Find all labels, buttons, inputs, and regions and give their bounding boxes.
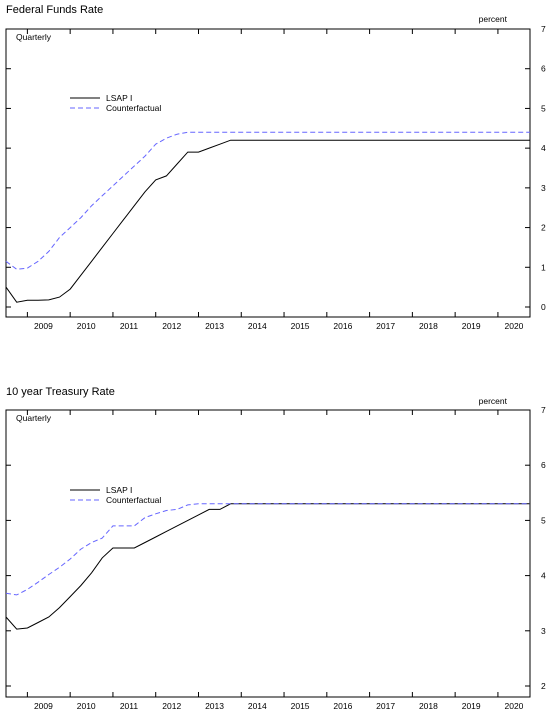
legend-label: LSAP I (106, 485, 132, 495)
y-tick-label: 6 (541, 64, 546, 74)
series-line-lsap (5, 503, 530, 630)
x-tick-label: 2011 (120, 321, 139, 331)
y-tick-label: 7 (541, 24, 546, 34)
unit-label: percent (479, 396, 508, 406)
x-tick-label: 2010 (77, 321, 96, 331)
chart-panel-2: 10 year Treasury Rate percent Quarterly 2 3 4… (5, 386, 546, 711)
x-tick-label: 2012 (162, 321, 181, 331)
y-tick-label: 4 (541, 571, 546, 581)
frequency-label: Quarterly (16, 32, 52, 42)
x-tick-label: 2009 (34, 701, 53, 711)
frequency-label: Quarterly (16, 413, 52, 423)
x-tick-label: 2015 (291, 701, 310, 711)
chart-title: Federal Funds Rate (6, 4, 103, 16)
x-tick-label: 2013 (205, 321, 224, 331)
x-tick-label: 2013 (205, 701, 224, 711)
x-tick-label: 2017 (376, 701, 395, 711)
y-tick-label: 3 (541, 626, 546, 636)
x-tick-label: 2019 (462, 701, 481, 711)
series-line-lsap (5, 139, 530, 303)
legend-label: Counterfactual (106, 495, 161, 505)
x-tick-label: 2009 (34, 321, 53, 331)
x-tick-label: 2014 (248, 321, 267, 331)
x-tick-label: 2011 (120, 701, 139, 711)
chart-title: 10 year Treasury Rate (6, 386, 115, 398)
x-tick-label: 2018 (419, 321, 438, 331)
y-tick-label: 3 (541, 183, 546, 193)
y-tick-label: 2 (541, 681, 546, 691)
chart-panel-1: Federal Funds Rate percent Quarterly 0 1 2 3 4 5… (5, 4, 546, 331)
series-line-counterfactual (5, 131, 530, 270)
series-line-counterfactual (5, 503, 530, 596)
y-tick-label: 4 (541, 143, 546, 153)
y-tick-label: 2 (541, 223, 546, 233)
y-tick-label: 0 (541, 302, 546, 312)
x-tick-label: 2020 (504, 321, 523, 331)
x-tick-label: 2014 (248, 701, 267, 711)
x-tick-label: 2017 (376, 321, 395, 331)
y-tick-label: 6 (541, 460, 546, 470)
y-tick-label: 7 (541, 405, 546, 415)
x-tick-label: 2016 (333, 701, 352, 711)
y-tick-label: 1 (541, 262, 546, 272)
x-tick-label: 2012 (162, 701, 181, 711)
x-tick-label: 2016 (333, 321, 352, 331)
y-tick-label: 5 (541, 515, 546, 525)
y-tick-label: 5 (541, 103, 546, 113)
x-tick-label: 2010 (77, 701, 96, 711)
x-tick-label: 2020 (504, 701, 523, 711)
plot-frame (5, 28, 531, 318)
x-tick-label: 2019 (462, 321, 481, 331)
unit-label: percent (479, 14, 508, 24)
x-tick-label: 2015 (291, 321, 310, 331)
x-tick-label: 2018 (419, 701, 438, 711)
legend-label: Counterfactual (106, 103, 161, 113)
legend-label: LSAP I (106, 93, 132, 103)
plot-frame (5, 409, 531, 698)
